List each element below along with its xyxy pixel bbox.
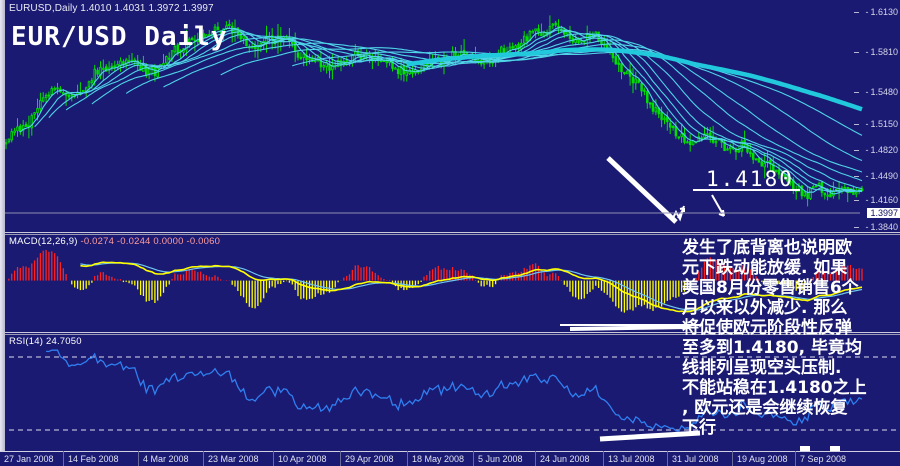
date-tick-1: 14 Feb 2008 bbox=[68, 454, 119, 464]
date-tick-separator-10 bbox=[667, 451, 668, 466]
date-tick-2: 4 Mar 2008 bbox=[143, 454, 189, 464]
date-tick-separator-12 bbox=[795, 451, 796, 466]
macd-values-text: -0.0274 -0.0244 0.0000 -0.0060 bbox=[80, 236, 221, 247]
price-tick-mark-4 bbox=[854, 150, 859, 151]
price-tick-mark-3 bbox=[854, 124, 859, 125]
drawn-macd-divergence-line bbox=[569, 325, 691, 331]
date-tick-separator-6 bbox=[407, 451, 408, 466]
drawn-rsi-divergence-line bbox=[599, 430, 701, 442]
date-tick-7: 5 Jun 2008 bbox=[478, 454, 523, 464]
date-tick-9: 13 Jul 2008 bbox=[608, 454, 655, 464]
price-pane[interactable] bbox=[0, 0, 900, 232]
date-tick-separator-7 bbox=[473, 451, 474, 466]
date-tick-separator-2 bbox=[138, 451, 139, 466]
commentary-line-8: , 欧元还是会继续恢复 bbox=[682, 398, 848, 419]
commentary-line-4: 将促使欧元阶段性反弹 bbox=[682, 318, 852, 339]
date-scale-top-border bbox=[0, 451, 900, 452]
date-tick-11: 19 Aug 2008 bbox=[737, 454, 788, 464]
date-tick-separator-8 bbox=[535, 451, 536, 466]
price-scale[interactable]: -1.6130 -1.5810 -1.5480 -1.5150 -1.4820 -1.44… bbox=[854, 0, 900, 232]
price-tick-1: -1.5810 bbox=[865, 47, 898, 57]
price-tick-mark-1 bbox=[854, 52, 859, 53]
current-price-label: 1.3997 bbox=[867, 208, 900, 218]
scroll-handle-left[interactable] bbox=[800, 446, 810, 451]
date-scale[interactable]: 27 Jan 2008 14 Feb 2008 4 Mar 2008 23 Mar 2… bbox=[0, 451, 900, 466]
chart-watermark: EUR/USD Daily bbox=[11, 22, 228, 52]
commentary-line-3: 月以来以外减少. 那么 bbox=[682, 298, 848, 319]
price-tick-6: -1.4160 bbox=[865, 195, 898, 205]
price-tick-0: -1.6130 bbox=[865, 7, 898, 17]
drawn-downtrend-line bbox=[606, 156, 678, 224]
date-tick-separator-4 bbox=[273, 451, 274, 466]
date-tick-10: 31 Jul 2008 bbox=[672, 454, 719, 464]
date-tick-12: 7 Sep 2008 bbox=[800, 454, 847, 464]
commentary-line-0: 发生了底背离也说明欧 bbox=[682, 238, 852, 258]
macd-pane-divider bbox=[0, 232, 900, 233]
macd-label-text: MACD(12,26,9) bbox=[9, 236, 78, 247]
rsi-pane[interactable] bbox=[0, 335, 900, 451]
date-tick-3: 23 Mar 2008 bbox=[208, 454, 259, 464]
price-tick-mark-7 bbox=[854, 227, 859, 228]
date-tick-separator-9 bbox=[603, 451, 604, 466]
price-tick-mark-6 bbox=[854, 200, 859, 201]
commentary-line-2: 美国8月份零售销售6个 bbox=[682, 278, 859, 299]
date-tick-separator-1 bbox=[63, 451, 64, 466]
date-tick-separator-5 bbox=[340, 451, 341, 466]
vertical-scrollbar[interactable] bbox=[0, 0, 5, 466]
commentary-line-5: 至多到1.4180, 毕竟均 bbox=[682, 338, 862, 359]
macd-pane[interactable] bbox=[0, 235, 900, 332]
rsi-pane-divider bbox=[0, 332, 900, 333]
rsi-chart-canvas[interactable] bbox=[0, 335, 900, 451]
commentary-line-9: 下行 bbox=[682, 418, 716, 439]
price-tick-mark-5 bbox=[854, 176, 859, 177]
rsi-label-text: RSI(14) bbox=[9, 336, 44, 347]
price-tick-7: -1.3840 bbox=[865, 222, 898, 232]
macd-chart-canvas[interactable] bbox=[0, 235, 900, 332]
price-tick-mark-0 bbox=[854, 12, 859, 13]
date-tick-8: 24 Jun 2008 bbox=[540, 454, 590, 464]
price-chart-canvas[interactable] bbox=[0, 0, 900, 232]
commentary-line-6: 线排列呈现空头压制. bbox=[682, 358, 842, 379]
date-tick-separator-3 bbox=[203, 451, 204, 466]
commentary-line-1: 元下跌动能放缓. 如果 bbox=[682, 258, 848, 279]
macd-pane-divider-2 bbox=[0, 234, 900, 235]
commentary-line-7: 不能站稳在1.4180之上 bbox=[682, 378, 867, 399]
symbol-quote-line: EURUSD,Daily 1.4010 1.4031 1.3972 1.3997 bbox=[9, 3, 214, 14]
date-tick-5: 29 Apr 2008 bbox=[345, 454, 394, 464]
rsi-indicator-label: RSI(14) 24.7050 bbox=[9, 336, 82, 347]
date-tick-6: 18 May 2008 bbox=[412, 454, 465, 464]
rsi-value-text: 24.7050 bbox=[45, 336, 82, 347]
price-callout-1-4180: 1.4180 bbox=[706, 167, 794, 191]
rsi-pane-divider-2 bbox=[0, 334, 900, 335]
price-tick-4: -1.4820 bbox=[865, 145, 898, 155]
chinese-commentary-annotation: 发生了底背离也说明欧 元下跌动能放缓. 如果 美国8月份零售销售6个 月以来以外… bbox=[682, 238, 896, 438]
macd-indicator-label: MACD(12,26,9) -0.0274 -0.0244 0.0000 -0.… bbox=[9, 236, 220, 247]
date-tick-0: 27 Jan 2008 bbox=[4, 454, 54, 464]
price-tick-3: -1.5150 bbox=[865, 119, 898, 129]
price-tick-5: -1.4490 bbox=[865, 171, 898, 181]
price-tick-2: -1.5480 bbox=[865, 87, 898, 97]
date-tick-4: 10 Apr 2008 bbox=[278, 454, 327, 464]
date-tick-separator-11 bbox=[732, 451, 733, 466]
price-tick-mark-2 bbox=[854, 92, 859, 93]
scroll-handle-right[interactable] bbox=[830, 446, 840, 451]
